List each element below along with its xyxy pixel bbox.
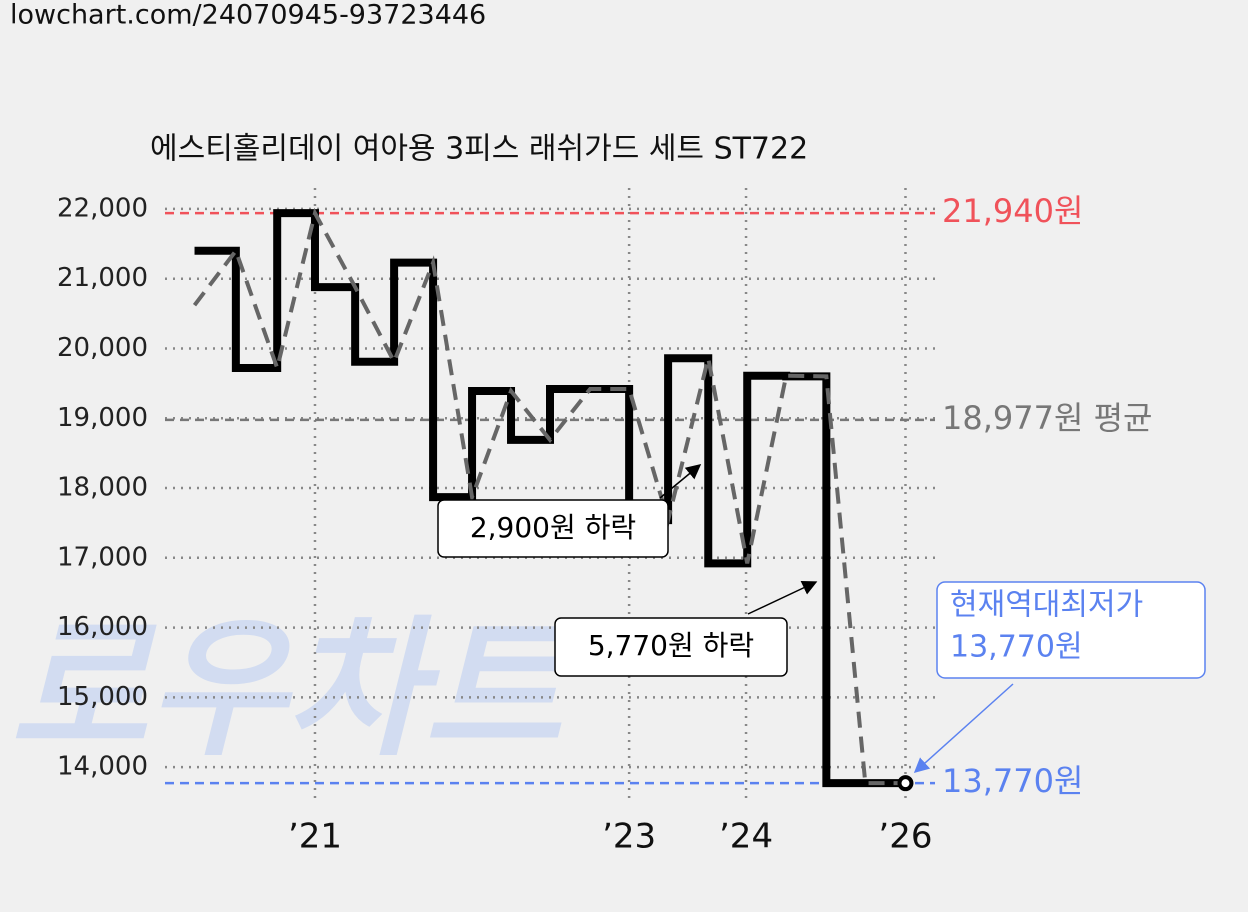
- x-tick-label: ’26: [878, 817, 932, 857]
- reference-label: 13,770원: [942, 762, 1083, 800]
- trend-line: [192, 207, 906, 786]
- y-tick-label: 17,000: [57, 542, 148, 572]
- annotation-box: [554, 617, 788, 677]
- y-tick-label: 15,000: [57, 682, 148, 712]
- arrow: [659, 464, 702, 499]
- reference-label: 21,940원: [942, 192, 1083, 230]
- lines: [192, 207, 914, 792]
- x-tick-label: ’24: [719, 817, 773, 857]
- y-tick-label: 21,000: [57, 263, 148, 293]
- grid: 14,000 15,000 16,000 17,000 18,000 19,000 20,0…: [57, 188, 935, 857]
- y-tick-label: 16,000: [57, 612, 148, 642]
- annotation: 5,770원 하락: [588, 629, 754, 662]
- source-url: lowchart.com/24070945-93723446: [10, 0, 486, 31]
- reference-lines: 21,940원 18,977원 평균 13,770원: [165, 192, 1152, 800]
- y-tick-label: 18,000: [57, 473, 148, 503]
- last-point: [897, 775, 914, 792]
- annotation: 현재역대최저가: [950, 588, 1143, 623]
- y-tick-label: 19,000: [57, 403, 148, 433]
- chart-title: 에스티홀리데이 여아용 3피스 래쉬가드 세트 ST722: [150, 132, 808, 167]
- y-tick-label: 14,000: [57, 752, 148, 782]
- arrow: [747, 580, 818, 615]
- price-line: [194, 209, 906, 788]
- x-tick-label: ’23: [602, 817, 656, 857]
- reference-label: 18,977원 평균: [942, 399, 1152, 437]
- annotation-box: [437, 499, 669, 558]
- y-tick-label: 22,000: [57, 193, 148, 223]
- arrow: [913, 683, 1014, 774]
- y-tick-label: 20,000: [57, 333, 148, 363]
- x-tick-label: ’21: [288, 817, 342, 857]
- watermark: 로우차트: [10, 603, 571, 777]
- annotation-box: [936, 581, 1206, 679]
- annotation-value: 13,770원: [950, 630, 1083, 665]
- annotation: 2,900원 하락: [470, 511, 636, 544]
